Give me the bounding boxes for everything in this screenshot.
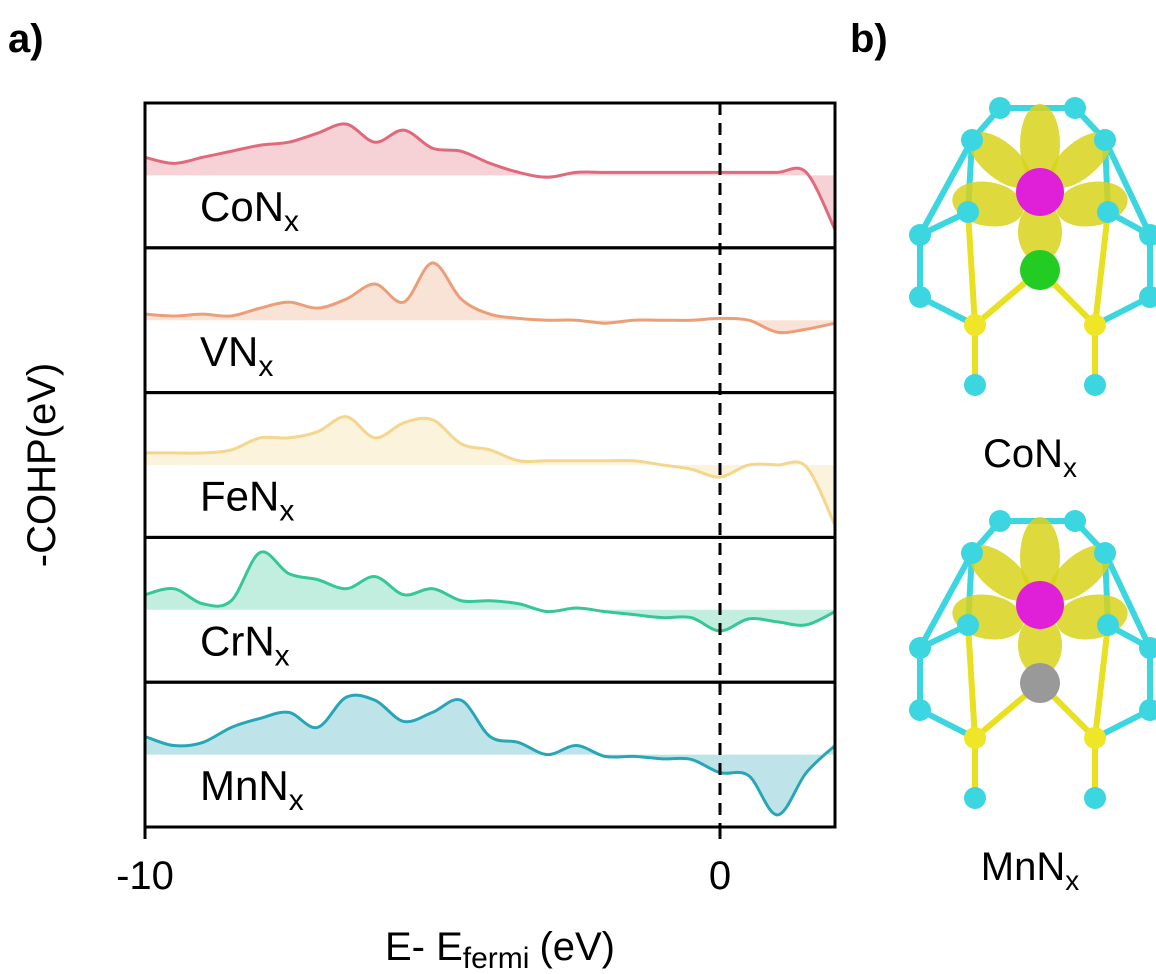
series-subscript: x xyxy=(258,350,273,383)
series-name: FeN xyxy=(200,473,279,520)
area xyxy=(145,551,835,631)
series-subscript: x xyxy=(289,784,304,817)
panel-label: a) xyxy=(8,17,44,61)
area xyxy=(145,262,835,333)
y-axis-label: -COHP(eV) xyxy=(20,363,64,567)
series-subscript: x xyxy=(284,205,299,238)
x-axis-label-unit: (eV) xyxy=(539,925,615,969)
series-label: FeNx xyxy=(200,473,294,528)
series-name: CrN xyxy=(200,617,275,664)
structure xyxy=(909,510,1156,809)
area xyxy=(145,123,835,230)
panel-frame xyxy=(143,680,837,829)
series-label: CrNx xyxy=(200,617,290,672)
structure-label: MnNx xyxy=(981,845,1079,896)
structure-name: CoN xyxy=(983,432,1063,476)
x-tick-label: 0 xyxy=(709,854,731,898)
structure-subscript: x xyxy=(1065,865,1079,896)
series-subscript: x xyxy=(279,495,294,528)
structure-frame xyxy=(909,510,1156,809)
area xyxy=(145,416,835,526)
series-name: MnN xyxy=(200,762,289,809)
series-label: MnNx xyxy=(200,762,304,817)
center-atom xyxy=(1020,663,1060,703)
x-axis-label-main: E- E xyxy=(385,925,463,969)
x-axis-label-subscript: fermi xyxy=(463,942,530,974)
x-axis-label: E- Efermi (eV) xyxy=(385,925,615,974)
panel-label: b) xyxy=(850,17,888,61)
x-tick-label: -10 xyxy=(116,854,174,898)
series-subscript: x xyxy=(275,639,290,672)
center-atom xyxy=(1020,250,1060,290)
structure-name: MnN xyxy=(981,845,1065,889)
structure-label: CoNx xyxy=(983,432,1077,483)
structure xyxy=(909,97,1156,396)
line xyxy=(145,415,837,526)
structure-subscript: x xyxy=(1063,452,1077,483)
series-name: CoN xyxy=(200,183,284,230)
line xyxy=(144,261,836,335)
series-name: VN xyxy=(200,328,258,375)
series-label: CoNx xyxy=(200,183,299,238)
structure-frame xyxy=(909,97,1156,396)
series-label: VNx xyxy=(200,328,273,383)
